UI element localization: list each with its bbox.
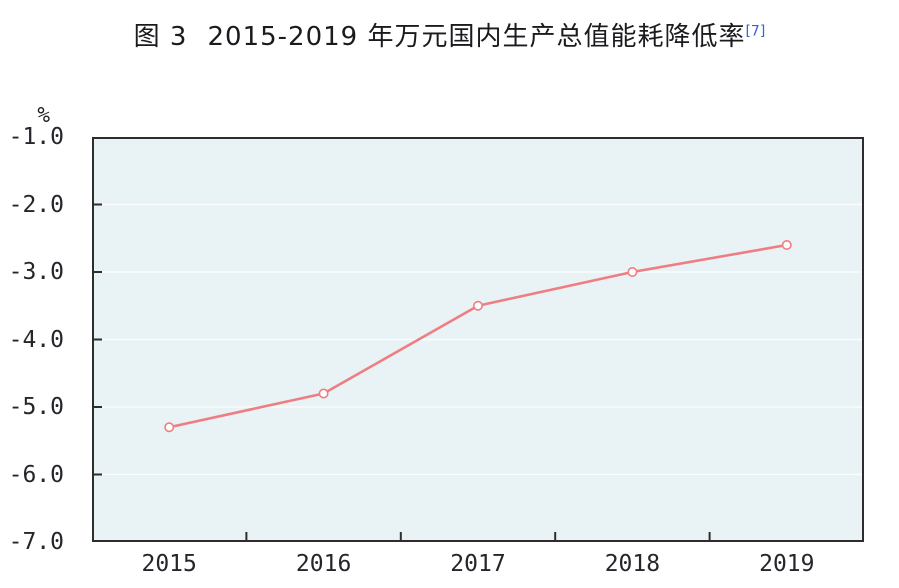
x-tick-label: 2017 <box>450 551 506 577</box>
footnote-link[interactable]: [7] <box>745 23 766 40</box>
x-tick-label: 2015 <box>141 551 197 577</box>
data-point <box>164 422 175 433</box>
x-tick-label: 2018 <box>604 551 661 577</box>
plot-area <box>92 137 864 542</box>
figure-number: 图 3 <box>133 22 188 52</box>
x-tick-label: 2019 <box>759 551 815 577</box>
y-axis-unit-label: % <box>37 103 50 127</box>
y-tick-label: -1.0 <box>8 124 64 150</box>
y-tick-label: -4.0 <box>8 326 64 353</box>
y-tick-label: -2.0 <box>8 191 64 218</box>
x-tick-label: 2016 <box>295 551 352 577</box>
data-point <box>472 300 483 311</box>
data-point <box>318 388 329 399</box>
data-point <box>781 240 792 251</box>
y-tick-label: -3.0 <box>8 259 64 285</box>
chart-title-text: 2015-2019 年万元国内生产总值能耗降低率 <box>207 22 746 52</box>
y-tick-label: -5.0 <box>8 394 64 420</box>
chart-title: 图 3 2015-2019 年万元国内生产总值能耗降低率[7] <box>0 16 899 53</box>
y-tick-label: -6.0 <box>8 461 64 488</box>
data-point <box>627 267 638 278</box>
y-tick-label: -7.0 <box>8 529 64 555</box>
